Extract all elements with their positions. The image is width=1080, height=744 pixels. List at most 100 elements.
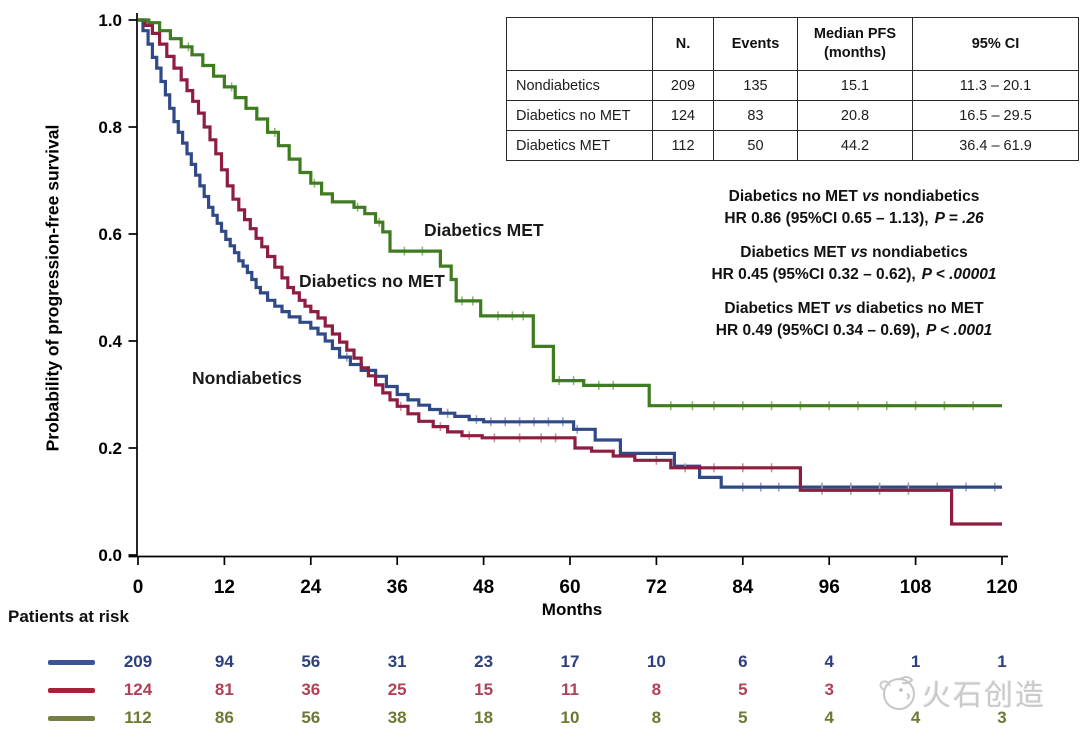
row-n: 124 <box>652 100 714 131</box>
hazard-ratio-annotations: Diabetics no MET vs nondiabetics HR 0.86… <box>628 186 1080 354</box>
risk-count-nondiabetics: 209 <box>123 652 153 671</box>
row-events: 135 <box>713 70 798 101</box>
row-median: 44.2 <box>797 130 913 161</box>
risk-row-swatch-diabetics-met <box>48 715 95 721</box>
hr-groups: Diabetics MET vs nondiabetics <box>740 244 968 261</box>
risk-count-diabetics-met: 56 <box>301 708 321 727</box>
risk-count-nondiabetics: 1 <box>997 652 1007 671</box>
y-tick-label: 0.4 <box>98 332 122 351</box>
row-ci: 16.5 – 29.5 <box>912 100 1079 131</box>
row-median: 20.8 <box>797 100 913 131</box>
risk-count-diabetics-met: 4 <box>824 708 834 727</box>
x-axis-title: Months <box>541 600 603 619</box>
risk-count-nondiabetics: 10 <box>646 652 666 671</box>
huoshi-logo-icon <box>879 676 915 710</box>
hr-comparison-2: Diabetics MET vs nondiabetics HR 0.45 (9… <box>628 242 1080 285</box>
y-axis-title: Probability of progression-free survival <box>42 124 63 452</box>
hr-value: HR 0.45 (95%CI 0.32 – 0.62), <box>711 265 916 283</box>
hr-comparison-3: Diabetics MET vs diabetics no MET HR 0.4… <box>628 298 1080 341</box>
risk-count-diabetics-met: 5 <box>738 708 748 727</box>
y-tick-label: 1.0 <box>98 11 122 30</box>
risk-count-diabetics-no-met: 81 <box>214 680 234 699</box>
summary-header-blank <box>506 17 653 71</box>
row-median: 15.1 <box>797 70 913 101</box>
risk-count-diabetics-met: 3 <box>997 708 1007 727</box>
y-tick-label: 0.6 <box>98 225 122 244</box>
curve-label-diabetics-no-met: Diabetics no MET <box>299 271 445 291</box>
x-tick-label: 48 <box>473 577 494 598</box>
row-label: Diabetics no MET <box>506 100 653 131</box>
summary-header-ci: 95% CI <box>912 17 1079 71</box>
summary-table: N. Events Median PFS (months) 95% CI Non… <box>506 17 1079 161</box>
row-label: Nondiabetics <box>506 70 653 101</box>
risk-count-diabetics-met: 18 <box>474 708 494 727</box>
x-tick-label: 12 <box>214 577 235 598</box>
risk-count-diabetics-no-met: 124 <box>123 680 153 699</box>
risk-count-nondiabetics: 23 <box>474 652 494 671</box>
curve-label-diabetics-met: Diabetics MET <box>424 220 544 240</box>
y-tick-label: 0.8 <box>98 118 122 137</box>
watermark: 火石创造 <box>874 672 1046 714</box>
summary-header-n: N. <box>652 17 714 71</box>
hr-groups: Diabetics MET vs diabetics no MET <box>724 300 984 317</box>
summary-header-row: N. Events Median PFS (months) 95% CI <box>506 17 1079 71</box>
row-ci: 36.4 – 61.9 <box>912 130 1079 161</box>
table-row: Diabetics no MET 124 83 20.8 16.5 – 29.5 <box>506 100 1079 131</box>
risk-count-diabetics-met: 112 <box>124 708 152 727</box>
risk-count-diabetics-met: 10 <box>560 708 580 727</box>
risk-count-diabetics-no-met: 36 <box>301 680 321 699</box>
x-tick-label: 36 <box>387 577 408 598</box>
risk-count-nondiabetics: 31 <box>387 652 407 671</box>
risk-count-diabetics-met: 4 <box>910 708 921 727</box>
km-curve-diabetics-met <box>138 18 1002 408</box>
risk-count-diabetics-met: 38 <box>387 708 407 727</box>
y-tick-label: 0.0 <box>98 546 122 565</box>
risk-count-diabetics-met: 86 <box>214 708 234 727</box>
risk-count-diabetics-met: 8 <box>651 708 662 727</box>
x-tick-label: 84 <box>732 577 754 598</box>
patients-at-risk-title: Patients at risk <box>8 607 129 626</box>
table-row: Nondiabetics 209 135 15.1 11.3 – 20.1 <box>506 70 1079 101</box>
row-events: 50 <box>713 130 798 161</box>
risk-count-nondiabetics: 4 <box>824 652 834 671</box>
x-tick-label: 120 <box>986 577 1018 598</box>
curve-label-nondiabetics: Nondiabetics <box>192 368 302 388</box>
x-tick-label: 60 <box>559 577 580 598</box>
y-tick-label: 0.2 <box>98 439 122 458</box>
table-row: Diabetics MET 112 50 44.2 36.4 – 61.9 <box>506 130 1079 161</box>
x-tick-label: 96 <box>819 577 840 598</box>
risk-count-nondiabetics: 17 <box>560 652 580 671</box>
risk-count-diabetics-no-met: 8 <box>651 680 662 699</box>
summary-header-events: Events <box>713 17 798 71</box>
hr-groups: Diabetics no MET vs nondiabetics <box>728 188 980 205</box>
x-tick-label: 24 <box>300 577 322 598</box>
hr-value: HR 0.86 (95%CI 0.65 – 1.13), <box>724 209 929 227</box>
risk-count-diabetics-no-met: 15 <box>474 680 494 699</box>
risk-count-diabetics-no-met: 25 <box>387 680 407 699</box>
risk-count-nondiabetics: 1 <box>910 652 921 671</box>
risk-count-nondiabetics: 56 <box>301 652 321 671</box>
row-label: Diabetics MET <box>506 130 653 161</box>
risk-row-swatch-nondiabetics <box>48 659 95 665</box>
summary-header-median: Median PFS (months) <box>797 17 913 71</box>
p-value: P < .00001 <box>921 265 997 283</box>
x-tick-label: 108 <box>900 577 932 598</box>
x-tick-label: 72 <box>646 577 667 598</box>
row-n: 209 <box>652 70 714 101</box>
p-value: P = .26 <box>934 209 984 227</box>
risk-count-nondiabetics: 6 <box>738 652 748 671</box>
risk-row-swatch-diabetics-no-met <box>48 687 95 693</box>
hr-comparison-1: Diabetics no MET vs nondiabetics HR 0.86… <box>628 186 1080 229</box>
risk-count-diabetics-no-met: 5 <box>738 680 748 699</box>
risk-count-diabetics-no-met: 11 <box>561 680 579 699</box>
km-curve-diabetics-no-met <box>138 18 1002 526</box>
hr-value: HR 0.49 (95%CI 0.34 – 0.69), <box>715 321 920 339</box>
risk-count-nondiabetics: 94 <box>214 652 234 671</box>
x-tick-label: 0 <box>133 577 144 598</box>
p-value: P < .0001 <box>925 321 993 339</box>
row-n: 112 <box>652 130 714 161</box>
watermark-text: 火石创造 <box>922 680 1047 712</box>
km-curve-nondiabetics <box>138 18 1002 489</box>
